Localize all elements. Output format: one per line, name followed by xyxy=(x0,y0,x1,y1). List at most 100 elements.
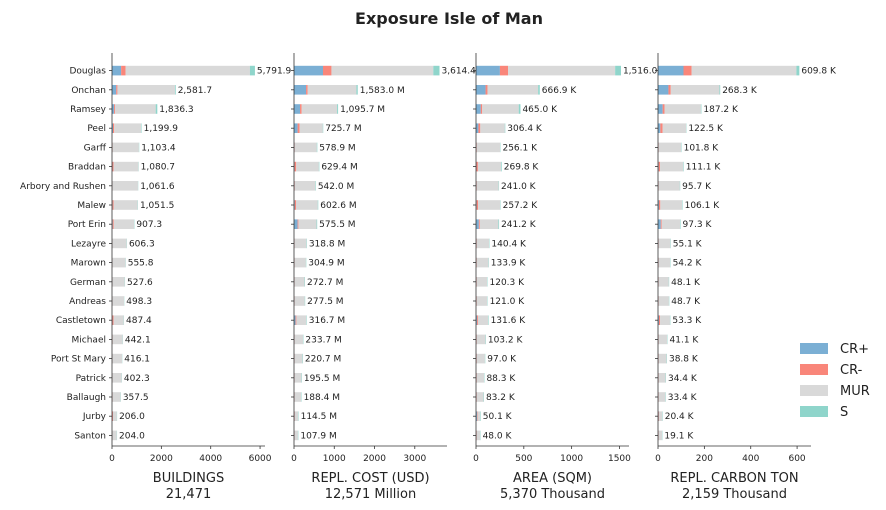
bar-segment xyxy=(658,353,667,364)
data-label: 19.1 K xyxy=(664,431,694,441)
bar-segment xyxy=(476,219,479,229)
bar-segment xyxy=(476,85,486,95)
bar-segment xyxy=(356,85,358,95)
category-label: Onchan xyxy=(71,86,106,96)
bar-segment xyxy=(658,277,669,287)
data-label: 34.4 K xyxy=(668,374,698,384)
bar-segment xyxy=(114,123,142,133)
bar-segment xyxy=(294,200,297,210)
x-tick-label: 0 xyxy=(655,454,661,464)
x-tick-label: 2000 xyxy=(363,454,386,464)
bar-segment xyxy=(658,65,684,76)
bar-segment xyxy=(658,200,661,210)
bar-segment xyxy=(295,315,297,325)
data-label: 241.0 K xyxy=(501,182,537,192)
bar-segment xyxy=(476,142,501,153)
bar-segment xyxy=(476,392,484,402)
bar-segment xyxy=(112,392,121,402)
x-tick-label: 0 xyxy=(291,454,297,464)
bar-segment xyxy=(662,123,687,133)
data-label: 131.6 K xyxy=(491,316,527,326)
x-axis-total: 2,159 Thousand xyxy=(682,487,787,502)
bar-segment xyxy=(125,65,250,76)
bar-segment xyxy=(294,65,323,76)
bar-segment xyxy=(498,219,500,229)
bar-segment xyxy=(112,353,123,364)
panel-1: 5,791.9 2,581.7 1,836.3 1,199.9 1,103.4 1,080… xyxy=(20,53,292,502)
bar-segment xyxy=(306,85,308,95)
legend-swatch xyxy=(800,406,828,417)
bar-segment xyxy=(476,238,490,249)
x-axis-total: 5,370 Thousand xyxy=(500,487,605,502)
data-label: 195.5 M xyxy=(304,374,340,384)
bar-segment xyxy=(504,123,506,133)
bar-segment xyxy=(117,85,175,95)
bar-segment xyxy=(112,219,114,229)
bar-segment xyxy=(112,430,117,441)
bar-segment xyxy=(658,181,680,191)
bar-segment xyxy=(114,104,156,114)
category-label: German xyxy=(70,278,106,288)
bar-segment xyxy=(112,200,114,210)
bar-segment xyxy=(300,104,302,114)
bar-segment xyxy=(658,161,661,172)
category-label: Lezayre xyxy=(71,239,106,249)
x-tick-label: 1000 xyxy=(323,454,346,464)
data-label: 575.5 M xyxy=(319,220,355,230)
bar-segment xyxy=(112,142,139,153)
bar-segment xyxy=(476,200,479,210)
category-label: Michael xyxy=(72,335,106,345)
chart-panels: 5,791.9 2,581.7 1,836.3 1,199.9 1,103.4 1,080… xyxy=(20,53,837,502)
bar-segment xyxy=(485,85,488,95)
bar-segment xyxy=(294,411,299,421)
x-axis-label: AREA (SQM) xyxy=(513,471,592,486)
x-tick-label: 0 xyxy=(473,454,479,464)
data-label: 233.7 M xyxy=(305,335,341,345)
data-label: 48.7 K xyxy=(671,297,701,307)
bar-segment xyxy=(113,104,115,114)
data-label: 1,061.6 xyxy=(140,182,175,192)
data-label: 402.3 xyxy=(124,374,150,384)
bar-segment xyxy=(296,315,307,325)
x-axis-total: 12,571 Million xyxy=(325,487,416,502)
bar-segment xyxy=(112,257,126,268)
data-label: 33.4 K xyxy=(668,393,698,403)
data-label: 1,080.7 xyxy=(141,163,175,173)
bar-segment xyxy=(658,373,666,383)
bar-segment xyxy=(294,353,303,364)
category-label: Castletown xyxy=(56,316,106,326)
data-label: 304.9 M xyxy=(308,259,344,269)
chart-legend: CR+ CR- MUR S xyxy=(800,342,870,420)
bar-segment xyxy=(476,65,500,76)
bar-segment xyxy=(294,181,316,191)
category-label: Patrick xyxy=(76,374,107,384)
x-tick-label: 500 xyxy=(515,454,532,464)
bar-segment xyxy=(499,65,509,76)
data-label: 55.1 K xyxy=(673,239,703,249)
data-label: 272.7 M xyxy=(307,278,343,288)
bar-segment xyxy=(615,65,621,76)
bar-segment xyxy=(658,315,659,325)
category-label: Jurby xyxy=(82,412,107,422)
legend-label: S xyxy=(840,405,848,420)
bar-segment xyxy=(518,104,521,114)
legend-swatch xyxy=(800,364,828,375)
bar-segment xyxy=(301,104,338,114)
bar-segment xyxy=(658,219,661,229)
bar-segment xyxy=(476,181,499,191)
bar-segment xyxy=(479,219,499,229)
bar-segment xyxy=(476,334,486,345)
bar-segment xyxy=(719,85,721,95)
bar-segment xyxy=(112,238,127,249)
data-label: 1,583.0 M xyxy=(360,86,405,96)
bar-segment xyxy=(296,200,318,210)
bar-segment xyxy=(538,85,540,95)
x-tick-label: 1500 xyxy=(608,454,631,464)
bar-segment xyxy=(658,296,669,306)
bar-segment xyxy=(112,334,123,345)
bar-segment xyxy=(297,219,299,229)
bar-segment xyxy=(661,219,681,229)
bar-segment xyxy=(113,219,135,229)
bar-segment xyxy=(660,123,663,133)
